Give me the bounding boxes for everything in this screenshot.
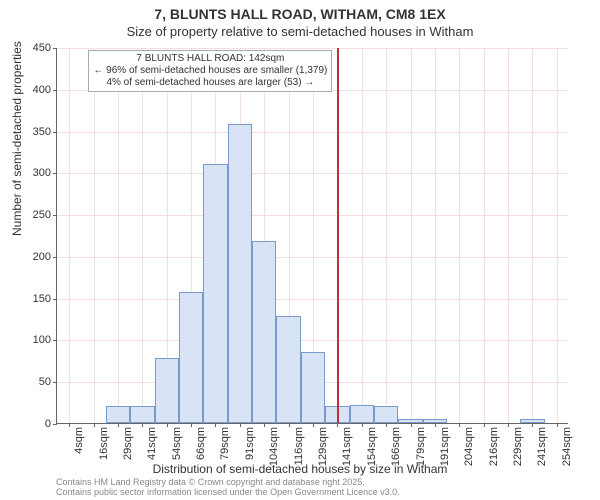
histogram-bar bbox=[301, 352, 325, 423]
x-tick-label: 4sqm bbox=[73, 427, 85, 454]
annotation-smaller: ← 96% of semi-detached houses are smalle… bbox=[93, 65, 327, 77]
x-tick-label: 166sqm bbox=[390, 427, 402, 466]
y-axis-label: Number of semi-detached properties bbox=[10, 41, 24, 236]
y-tick-label: 400 bbox=[33, 84, 51, 96]
histogram-bar bbox=[398, 419, 422, 423]
histogram-bar bbox=[350, 405, 374, 423]
y-tick-label: 200 bbox=[33, 251, 51, 263]
x-tick-label: 241sqm bbox=[536, 427, 548, 466]
x-tick-label: 154sqm bbox=[366, 427, 378, 466]
page-title: 7, BLUNTS HALL ROAD, WITHAM, CM8 1EX bbox=[0, 6, 600, 22]
x-tick-label: 141sqm bbox=[341, 427, 353, 466]
histogram-bar bbox=[520, 419, 544, 423]
histogram-bar bbox=[374, 406, 398, 423]
grid-line bbox=[94, 48, 95, 423]
y-tick-label: 300 bbox=[33, 167, 51, 179]
y-tick-label: 150 bbox=[33, 293, 51, 305]
grid-line bbox=[459, 48, 460, 423]
histogram-bar bbox=[155, 358, 179, 423]
grid-line bbox=[69, 48, 70, 423]
x-tick-label: 29sqm bbox=[122, 427, 134, 460]
annotation-box: 7 BLUNTS HALL ROAD: 142sqm← 96% of semi-… bbox=[88, 50, 332, 92]
x-tick-label: 54sqm bbox=[171, 427, 183, 460]
grid-line bbox=[435, 48, 436, 423]
grid-line bbox=[142, 48, 143, 423]
x-tick-label: 104sqm bbox=[268, 427, 280, 466]
x-tick-label: 66sqm bbox=[195, 427, 207, 460]
x-tick-label: 254sqm bbox=[561, 427, 573, 466]
histogram-bar bbox=[252, 241, 276, 423]
y-tick-label: 100 bbox=[33, 334, 51, 346]
grid-line bbox=[557, 48, 558, 423]
x-tick-label: 191sqm bbox=[439, 427, 451, 466]
page-subtitle: Size of property relative to semi-detach… bbox=[0, 24, 600, 39]
x-tick-label: 204sqm bbox=[463, 427, 475, 466]
x-axis-label: Distribution of semi-detached houses by … bbox=[0, 462, 600, 476]
x-tick-label: 16sqm bbox=[98, 427, 110, 460]
histogram-bar bbox=[423, 419, 447, 423]
y-tick-label: 250 bbox=[33, 209, 51, 221]
grid-line bbox=[118, 48, 119, 423]
histogram-bar bbox=[203, 164, 227, 423]
annotation-title: 7 BLUNTS HALL ROAD: 142sqm bbox=[93, 53, 327, 65]
grid-line bbox=[532, 48, 533, 423]
x-tick-label: 91sqm bbox=[244, 427, 256, 460]
grid-line bbox=[386, 48, 387, 423]
grid-line bbox=[411, 48, 412, 423]
annotation-larger: 4% of semi-detached houses are larger (5… bbox=[93, 77, 327, 89]
histogram-chart: 0501001502002503003504004504sqm16sqm29sq… bbox=[56, 48, 568, 424]
y-tick-label: 450 bbox=[33, 42, 51, 54]
histogram-bar bbox=[106, 406, 130, 423]
x-tick-label: 229sqm bbox=[512, 427, 524, 466]
grid-line bbox=[484, 48, 485, 423]
histogram-bar bbox=[130, 406, 154, 423]
y-tick-label: 50 bbox=[39, 376, 51, 388]
histogram-bar bbox=[179, 292, 203, 423]
x-tick-label: 79sqm bbox=[219, 427, 231, 460]
x-tick-label: 216sqm bbox=[488, 427, 500, 466]
reference-line bbox=[337, 48, 339, 423]
x-tick-label: 41sqm bbox=[146, 427, 158, 460]
y-tick-label: 350 bbox=[33, 126, 51, 138]
x-tick-label: 116sqm bbox=[293, 427, 305, 465]
histogram-bar bbox=[276, 316, 300, 423]
grid-line bbox=[362, 48, 363, 423]
footer-line2: Contains public sector information licen… bbox=[56, 488, 400, 498]
plot-region: 0501001502002503003504004504sqm16sqm29sq… bbox=[56, 48, 568, 424]
grid-line bbox=[508, 48, 509, 423]
histogram-bar bbox=[228, 124, 252, 423]
x-tick-label: 179sqm bbox=[415, 427, 427, 466]
x-tick-label: 129sqm bbox=[317, 427, 329, 466]
footer-attribution: Contains HM Land Registry data © Crown c… bbox=[56, 478, 400, 498]
y-tick-label: 0 bbox=[45, 418, 51, 430]
